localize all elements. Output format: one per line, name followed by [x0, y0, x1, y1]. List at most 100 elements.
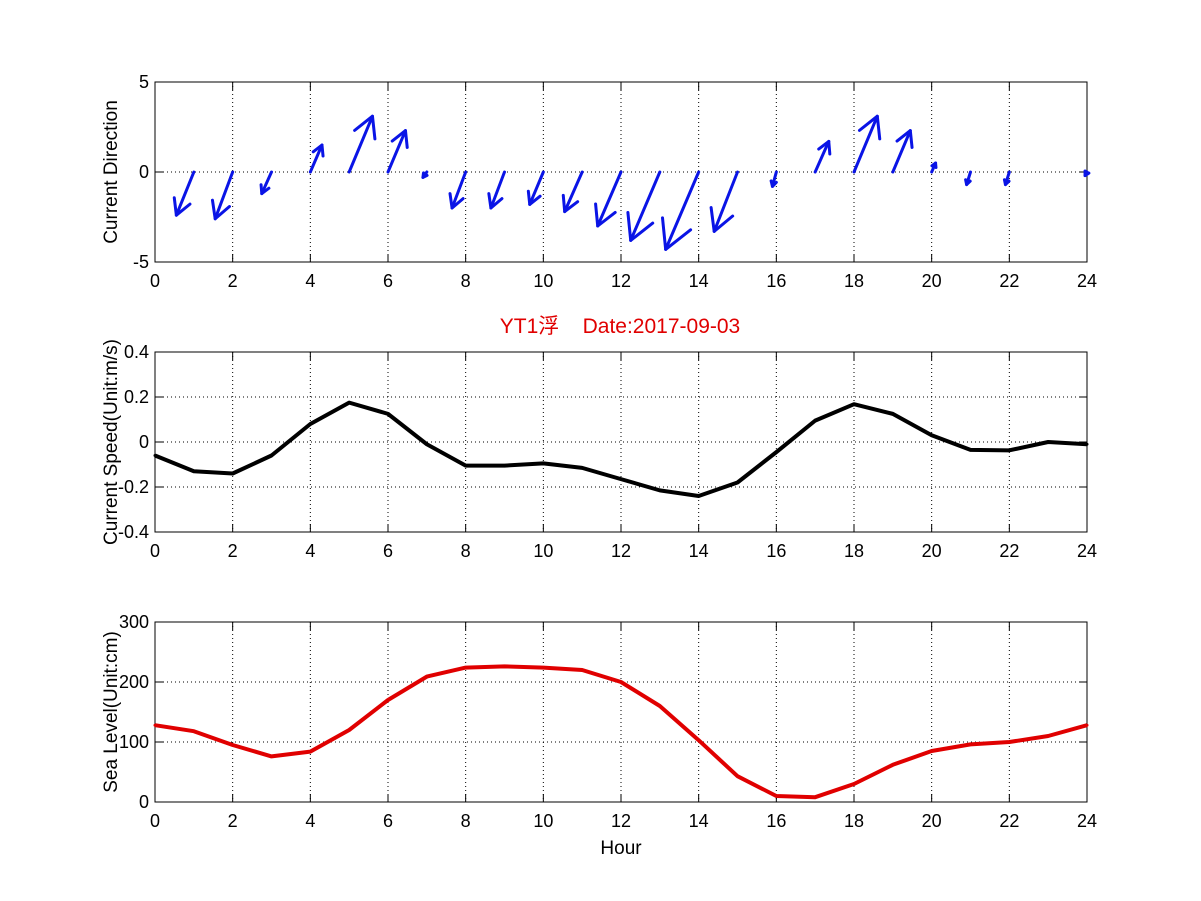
x-tick-label: 16 — [766, 541, 786, 561]
x-tick-label: 0 — [150, 271, 160, 291]
x-tick-label: 12 — [611, 541, 631, 561]
current-arrow — [1002, 170, 1011, 187]
arrow-shaft — [174, 170, 196, 217]
x-tick-label: 22 — [999, 811, 1019, 831]
arrow-head — [661, 216, 693, 251]
data-point — [386, 412, 390, 416]
arrow-head — [487, 192, 504, 210]
x-tick-label: 2 — [228, 271, 238, 291]
arrow-shaft — [260, 170, 273, 196]
data-point — [308, 750, 312, 754]
x-tick-label: 4 — [305, 811, 315, 831]
arrow-head — [709, 206, 735, 233]
arrow-shaft — [347, 114, 374, 174]
y-tick-label: 0.2 — [124, 387, 149, 407]
arrow-shaft — [664, 170, 701, 251]
data-point — [774, 450, 778, 454]
current-arrow — [852, 114, 882, 174]
arrow-head — [1002, 178, 1011, 187]
x-tick-label: 6 — [383, 811, 393, 831]
data-point — [891, 763, 895, 767]
arrow-head — [390, 129, 409, 149]
arrow-head — [817, 139, 832, 156]
x-tick-label: 2 — [228, 811, 238, 831]
current-arrow — [259, 170, 273, 196]
current-arrow — [891, 129, 914, 174]
data-point — [231, 472, 235, 475]
arrow-shaft — [629, 170, 662, 242]
x-tick-label: 24 — [1077, 271, 1097, 291]
data-point — [270, 754, 273, 758]
y-tick-label: 200 — [119, 672, 149, 692]
y-tick-label: -0.4 — [118, 522, 149, 542]
data-point — [153, 723, 157, 727]
current-arrow — [421, 170, 429, 179]
current-arrow — [930, 161, 938, 174]
data-point — [464, 666, 468, 670]
y-axis-label: Current Direction — [101, 100, 122, 244]
arrow-head — [626, 211, 655, 242]
data-point — [192, 729, 196, 733]
current-arrow — [172, 170, 196, 217]
arrow-head — [930, 161, 938, 170]
data-point — [852, 402, 856, 406]
data-point — [580, 668, 584, 672]
x-tick-label: 24 — [1077, 541, 1097, 561]
data-point — [541, 666, 545, 670]
current-arrow — [709, 170, 739, 233]
x-tick-label: 16 — [766, 271, 786, 291]
data-point — [619, 477, 623, 481]
data-point — [503, 464, 506, 468]
x-tick-label: 20 — [922, 271, 942, 291]
arrow-head — [421, 171, 429, 179]
arrow-head — [448, 192, 465, 210]
data-point — [697, 494, 701, 498]
x-tick-label: 4 — [305, 271, 315, 291]
data-point — [386, 698, 390, 702]
data-point — [153, 454, 157, 457]
arrow-shaft — [308, 143, 324, 174]
arrow-shaft — [386, 129, 407, 174]
data-point — [1085, 442, 1089, 446]
arrow-head — [526, 189, 542, 206]
current-arrow — [526, 170, 545, 206]
arrow-head — [895, 129, 914, 149]
arrow-head — [769, 179, 778, 188]
x-tick-label: 16 — [766, 811, 786, 831]
data-point — [347, 728, 351, 732]
arrow-head — [857, 114, 882, 141]
data-point — [541, 461, 545, 465]
data-point — [1046, 440, 1050, 444]
arrow-shaft — [563, 170, 584, 214]
x-tick-label: 8 — [461, 271, 471, 291]
arrow-shaft — [213, 170, 235, 221]
x-tick-label: 18 — [844, 811, 864, 831]
x-axis-label: Hour — [600, 838, 642, 859]
arrow-head — [1083, 169, 1091, 178]
arrow-shaft — [813, 139, 831, 174]
x-tick-label: 10 — [533, 271, 553, 291]
x-tick-label: 6 — [383, 541, 393, 561]
y-tick-label: -5 — [133, 252, 149, 272]
data-point — [658, 704, 662, 708]
data-point — [852, 782, 856, 786]
data-point — [425, 675, 429, 679]
current-arrow — [964, 170, 972, 187]
x-tick-label: 2 — [228, 541, 238, 561]
arrow-shaft — [852, 114, 879, 174]
x-tick-label: 24 — [1077, 811, 1097, 831]
arrow-head — [594, 202, 617, 228]
current-arrow — [661, 170, 701, 251]
data-point — [930, 749, 934, 753]
current-arrow — [626, 170, 662, 242]
current-arrow — [769, 170, 778, 188]
data-point — [774, 794, 778, 798]
y-tick-label: 0.4 — [124, 342, 149, 362]
data-point — [231, 743, 235, 747]
x-tick-label: 14 — [689, 541, 709, 561]
current-arrow — [308, 143, 325, 174]
arrow-shaft — [489, 170, 506, 210]
